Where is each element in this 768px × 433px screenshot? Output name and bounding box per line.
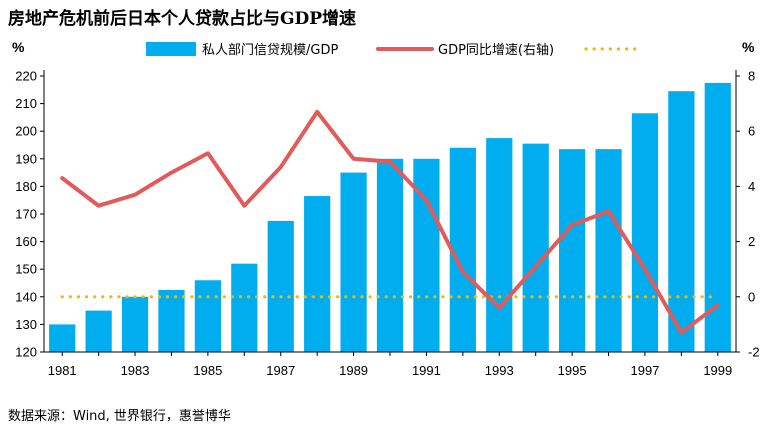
x-tick-label-1999: 1999 bbox=[703, 363, 732, 378]
x-tick-label-1981: 1981 bbox=[48, 363, 77, 378]
x-tick-label-1997: 1997 bbox=[630, 363, 659, 378]
bar-1996 bbox=[595, 149, 622, 352]
right-tick-label-2: 2 bbox=[748, 234, 755, 249]
right-tick-label-8: 8 bbox=[748, 69, 755, 84]
left-tick-label-180: 180 bbox=[15, 179, 37, 194]
x-tick-label-1987: 1987 bbox=[266, 363, 295, 378]
left-tick-label-150: 150 bbox=[15, 262, 37, 277]
bar-1981 bbox=[49, 324, 76, 352]
left-tick-label-220: 220 bbox=[15, 69, 37, 84]
legend-label-credit: 私人部门信贷规模/GDP bbox=[202, 43, 338, 58]
x-tick-label-1991: 1991 bbox=[412, 363, 441, 378]
chart-title: 房地产危机前后日本个人贷款占比与GDP增速 bbox=[8, 9, 357, 29]
bar-1998 bbox=[668, 91, 695, 353]
bar-1990 bbox=[376, 158, 404, 352]
x-tick-label-1983: 1983 bbox=[121, 363, 150, 378]
bar-1995 bbox=[558, 149, 586, 352]
legend-swatch-credit bbox=[146, 42, 196, 56]
chart-source: 数据来源：Wind, 世界银行，惠誉博华 bbox=[8, 409, 231, 424]
bar-1983 bbox=[121, 296, 149, 352]
right-tick-label--2: -2 bbox=[748, 345, 760, 360]
right-tick-label-6: 6 bbox=[748, 124, 755, 139]
bar-1997 bbox=[631, 113, 659, 352]
bar-1986 bbox=[231, 263, 258, 352]
left-tick-label-200: 200 bbox=[15, 124, 37, 139]
right-tick-label-4: 4 bbox=[748, 179, 755, 194]
right-axis-unit: % bbox=[742, 39, 755, 55]
x-tick-label-1995: 1995 bbox=[558, 363, 587, 378]
x-tick-label-1993: 1993 bbox=[485, 363, 514, 378]
bar-1988 bbox=[304, 196, 331, 352]
bar-1994 bbox=[522, 143, 549, 352]
right-tick-label-0: 0 bbox=[748, 289, 755, 304]
bar-1989 bbox=[340, 172, 367, 352]
left-tick-label-120: 120 bbox=[15, 345, 37, 360]
x-tick-label-1989: 1989 bbox=[339, 363, 368, 378]
left-tick-label-160: 160 bbox=[15, 234, 37, 249]
bar-1982 bbox=[85, 310, 112, 352]
left-tick-label-210: 210 bbox=[15, 96, 37, 111]
legend-label-gdp: GDP同比增速(右轴) bbox=[438, 43, 554, 58]
x-tick-label-1985: 1985 bbox=[193, 363, 222, 378]
bar-1984 bbox=[158, 289, 185, 352]
bar-1992 bbox=[449, 147, 476, 352]
left-axis-unit: % bbox=[12, 39, 25, 55]
left-tick-label-140: 140 bbox=[15, 289, 37, 304]
bar-1987 bbox=[267, 220, 294, 352]
bar-1985 bbox=[194, 280, 222, 352]
left-tick-label-170: 170 bbox=[15, 207, 37, 222]
left-tick-label-130: 130 bbox=[15, 317, 37, 332]
left-tick-label-190: 190 bbox=[15, 151, 37, 166]
bar-1993 bbox=[486, 138, 513, 352]
